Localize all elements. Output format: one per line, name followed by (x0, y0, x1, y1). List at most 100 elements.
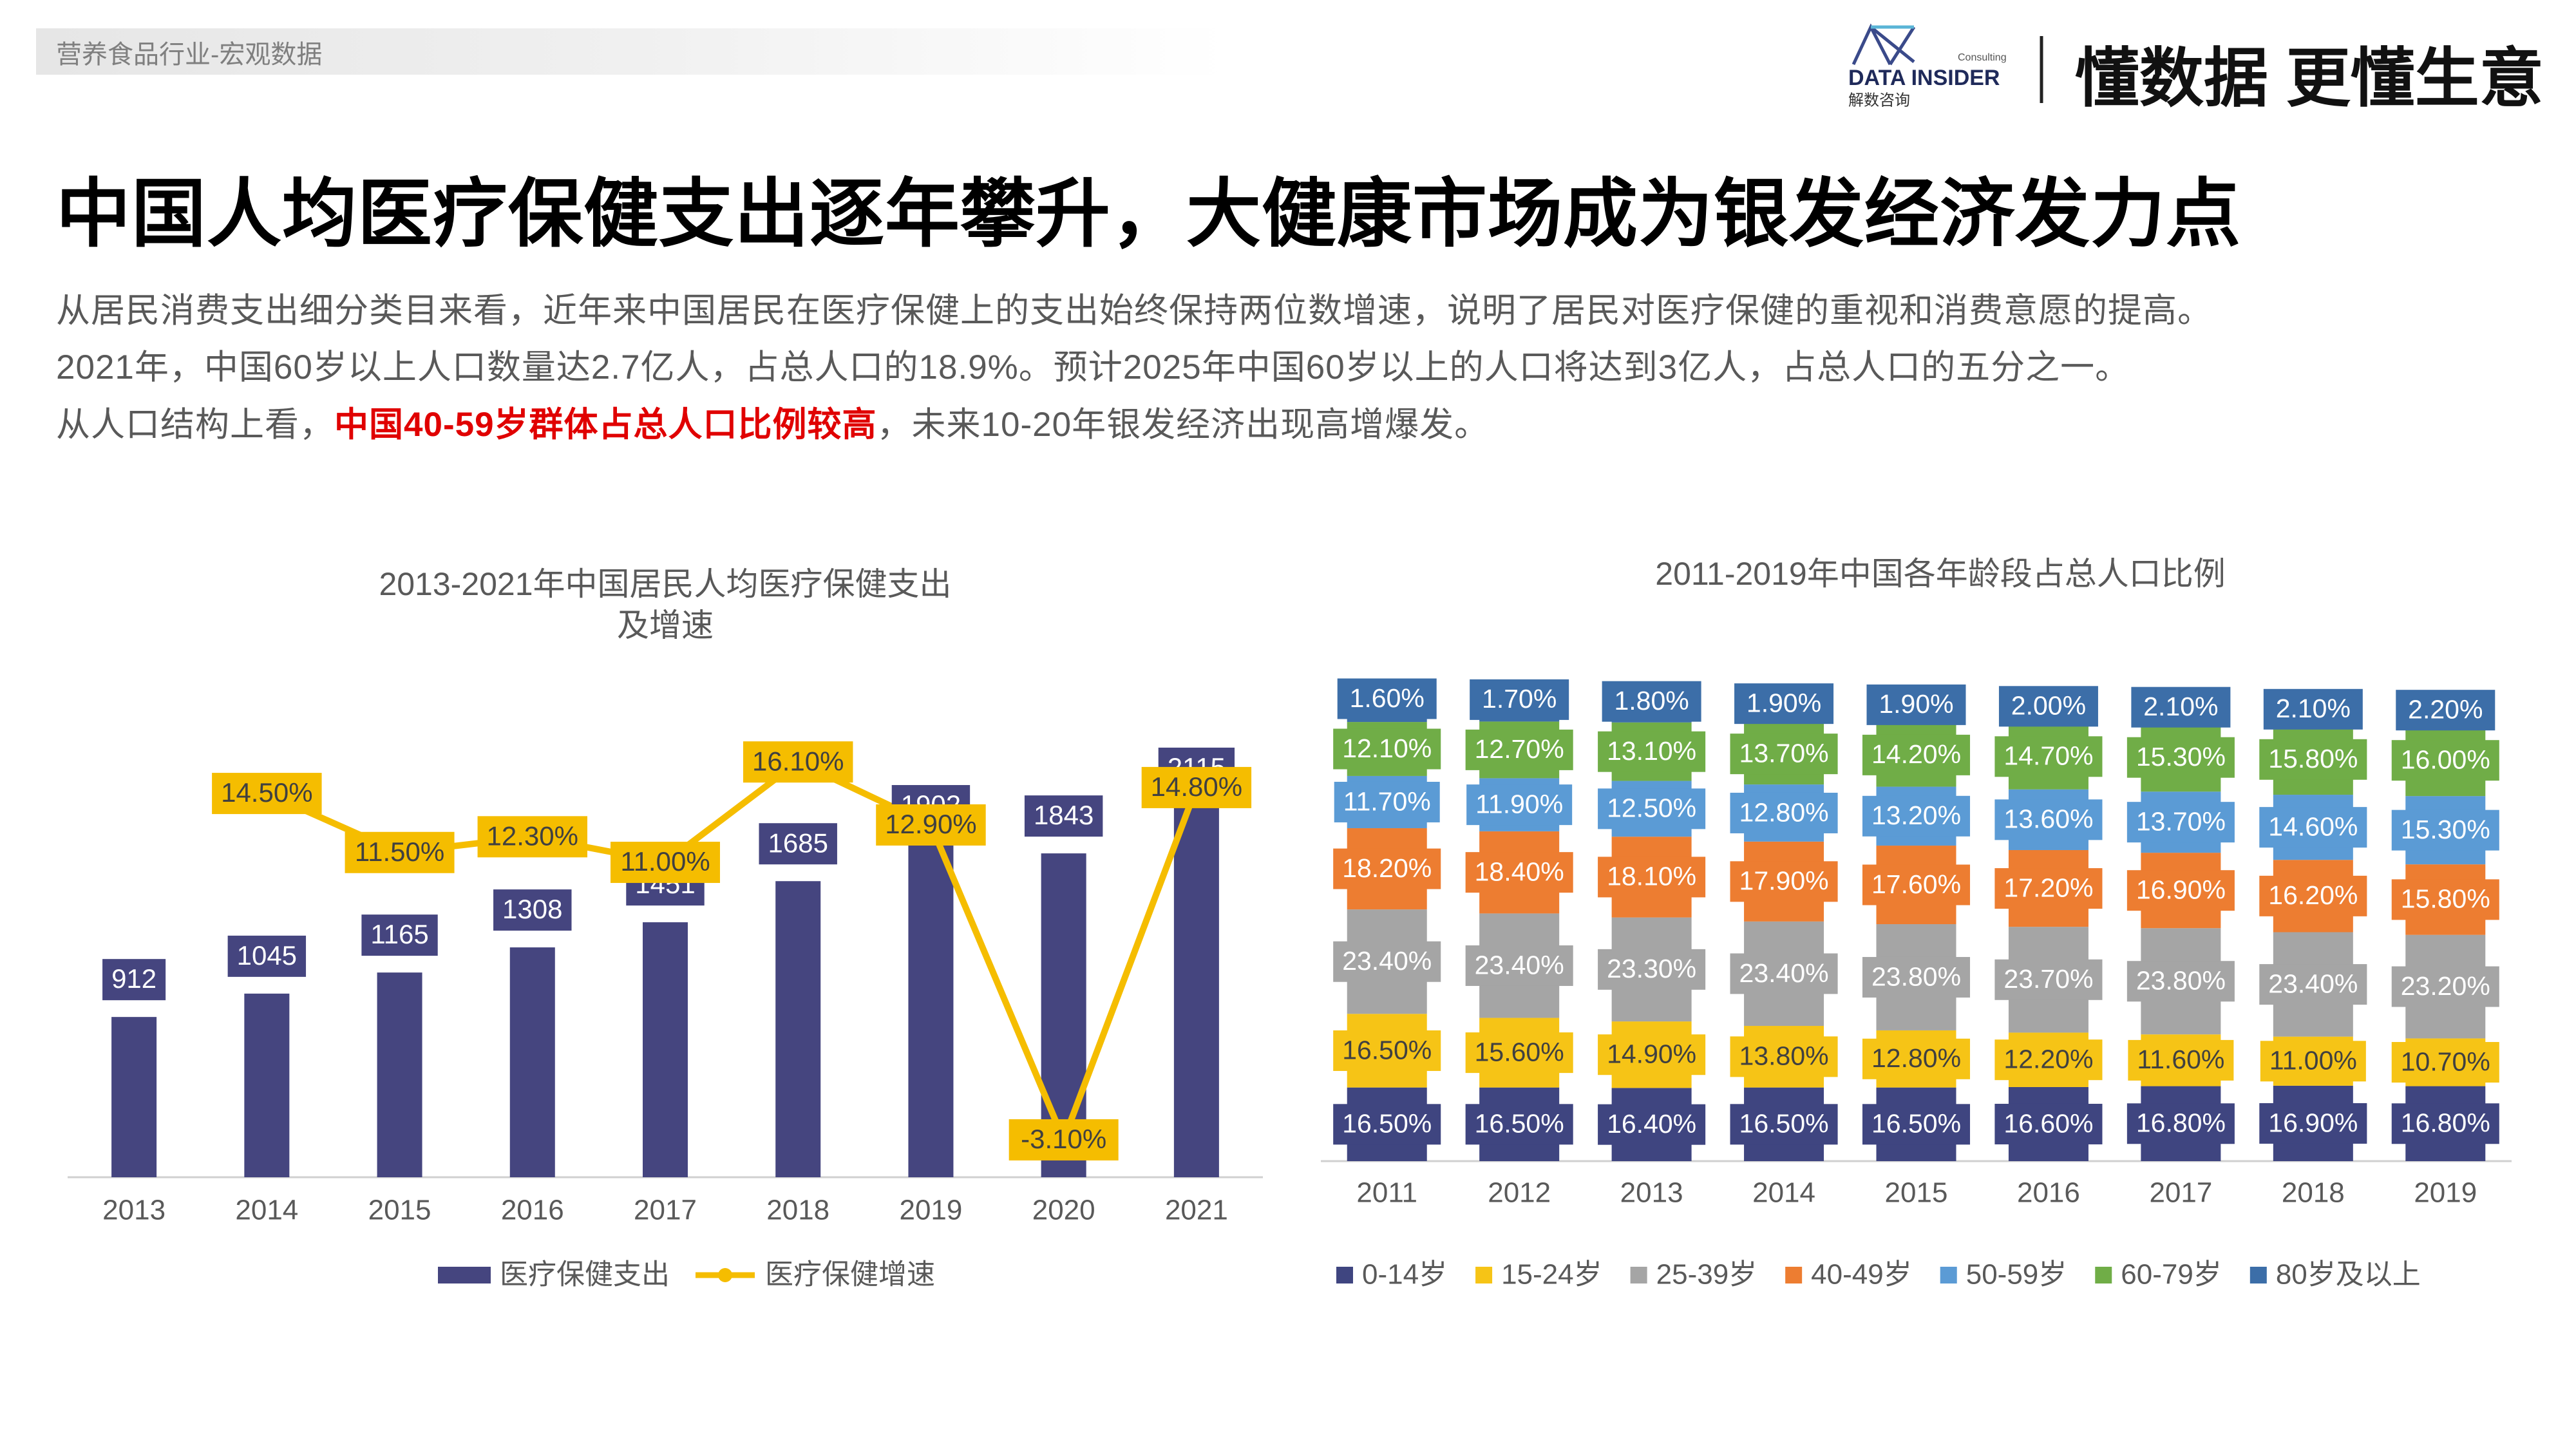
segment-value-label-group: 13.10% (1598, 731, 1706, 772)
line-value-label-box (876, 804, 986, 846)
segment-value-label-group: 15.80% (2391, 879, 2499, 920)
bar (643, 922, 688, 1177)
segment-value-label: 16.80% (2136, 1108, 2226, 1138)
x-tick-label: 2018 (2282, 1177, 2345, 1209)
segment-value-label-box (1333, 941, 1441, 982)
segment-value-label-box (1465, 852, 1573, 893)
segment-value-label-box (1730, 953, 1838, 994)
bar-value-label-group: 1045 (227, 935, 307, 977)
segment-value-label: 14.60% (2268, 811, 2358, 841)
segment-value-label-box (1598, 788, 1706, 829)
line-value-label: 16.10% (752, 746, 844, 776)
segment-value-label-group: 13.70% (2126, 802, 2235, 843)
segment-value-label-box (1994, 799, 2103, 840)
segment-value-label-group: 10.70% (2391, 1042, 2499, 1083)
segment-value-label-box (2391, 879, 2499, 920)
legend-label: 医疗保健增速 (765, 1259, 935, 1291)
highlight: 中国40-59岁群体占总人口比例较高 (334, 406, 877, 444)
segment-value-label-group: 23.40% (2259, 964, 2367, 1005)
segment-value-label: 16.80% (2401, 1108, 2490, 1138)
segment-value-label-group: 2.10% (2131, 687, 2231, 728)
line-value-label-box (611, 842, 720, 884)
segment-value-label: 12.70% (1475, 734, 1564, 764)
legend-label: 60-79岁 (2121, 1259, 2222, 1291)
paragraph: 2021年，中国60岁以上人口数量达2.7亿人，占总人口的18.9%。预计202… (56, 348, 2130, 386)
segment-value-label-box (1334, 781, 1440, 822)
segment-value-label-group: 13.20% (1862, 795, 1971, 837)
paragraph: 从居民消费支出细分类目来看，近年来中国居民在医疗保健上的支出始终保持两位数增速，… (56, 292, 2212, 330)
chart-title: 2013-2021年中国居民人均医疗保健支出及增速 (379, 566, 952, 643)
segment-value-label-group: 12.50% (1598, 788, 1706, 829)
logo-name: DATA INSIDER (1848, 66, 2000, 90)
segment-value-label: 23.40% (1342, 946, 1432, 976)
segment-value-label: 2.20% (2408, 695, 2483, 724)
segment-value-label-box (1862, 1038, 1971, 1079)
segment-value-label: 16.20% (2268, 880, 2358, 910)
segment-value-label-group: 13.80% (1730, 1036, 1838, 1077)
segment-value-label-group: 12.80% (1730, 792, 1838, 833)
x-tick-label: 2013 (1620, 1177, 1683, 1209)
segment-value-label: 17.90% (1739, 866, 1829, 896)
line-value-label-box (743, 741, 853, 783)
segment-value-label-group: 16.80% (2391, 1103, 2499, 1144)
segment-value-label: 11.60% (2137, 1045, 2224, 1074)
segment-value-label-group: 2.20% (2396, 690, 2496, 731)
segment-value-label-group: 23.40% (1730, 953, 1838, 994)
legend-swatch (2249, 1267, 2267, 1283)
segment-value-label-box (1598, 949, 1706, 990)
legend-label: 50-59岁 (1966, 1259, 2067, 1291)
segment-value-label-group: 23.20% (2391, 966, 2499, 1007)
x-tick-label: 2019 (2414, 1177, 2477, 1209)
line-value-label-group: 14.50% (212, 773, 322, 815)
segment-value-label-group: 18.40% (1465, 852, 1573, 893)
segment-value-label-group: 1.90% (1734, 683, 1834, 724)
segment-value-label-box (2259, 807, 2367, 848)
segment-value-label: 16.50% (1475, 1109, 1564, 1139)
legend-label: 0-14岁 (1362, 1259, 1447, 1291)
segment-value-label-group: 16.50% (1333, 1104, 1441, 1145)
segment-value-label-group: 17.90% (1730, 861, 1838, 902)
segment-value-label-box (1333, 728, 1441, 770)
x-tick-label: 2016 (501, 1195, 564, 1226)
logo (1852, 23, 1916, 66)
segment-value-label: 1.90% (1879, 689, 1953, 719)
line-value-label: 14.50% (221, 777, 312, 808)
bar-value-label: 1045 (237, 940, 297, 971)
line-value-label: -3.10% (1021, 1124, 1106, 1154)
segment-value-label-group: 11.70% (1334, 781, 1440, 822)
line-value-label-group: 12.30% (477, 816, 588, 858)
segment-value-label-box (1333, 1030, 1441, 1071)
segment-value-label-box (1333, 1104, 1441, 1145)
segment-value-label-group: 16.20% (2259, 875, 2367, 916)
bar (908, 843, 954, 1177)
x-tick-label: 2017 (2149, 1177, 2212, 1209)
legend-label: 80岁及以上 (2276, 1259, 2421, 1291)
segment-value-label: 2.10% (2143, 692, 2218, 721)
segment-value-label: 18.20% (1342, 853, 1432, 883)
segment-value-label: 14.90% (1607, 1039, 1696, 1069)
segment-value-label-group: 11.60% (2128, 1039, 2234, 1081)
segment-value-label-box (1598, 731, 1706, 772)
segment-value-label-box (1862, 795, 1971, 837)
segment-value-label-box (2126, 802, 2235, 843)
segment-value-label-group: 17.20% (1994, 868, 2103, 909)
segment-value-label-box (1598, 857, 1706, 898)
segment-value-label-box (2391, 1042, 2499, 1083)
bar-value-label-group: 1308 (493, 889, 572, 931)
segment-value-label-group: 23.70% (1994, 959, 2103, 1000)
legend-swatch (1940, 1267, 1957, 1283)
bar (111, 1017, 157, 1177)
segment-value-label-group: 16.60% (1994, 1103, 2103, 1144)
segment-value-label-group: 12.80% (1862, 1038, 1971, 1079)
segment-value-label: 17.60% (1871, 869, 1961, 899)
segment-value-label: 13.60% (2003, 804, 2093, 834)
segment-value-label-box (2259, 1103, 2367, 1144)
line-value-label-box (212, 773, 322, 815)
segment-value-label-box (1730, 1036, 1838, 1077)
bar (775, 881, 821, 1177)
segment-value-label-group: 23.40% (1465, 945, 1573, 986)
line-value-label-group: 12.90% (876, 804, 986, 846)
segment-value-label: 1.80% (1614, 686, 1689, 715)
line-value-label-box (345, 831, 455, 873)
